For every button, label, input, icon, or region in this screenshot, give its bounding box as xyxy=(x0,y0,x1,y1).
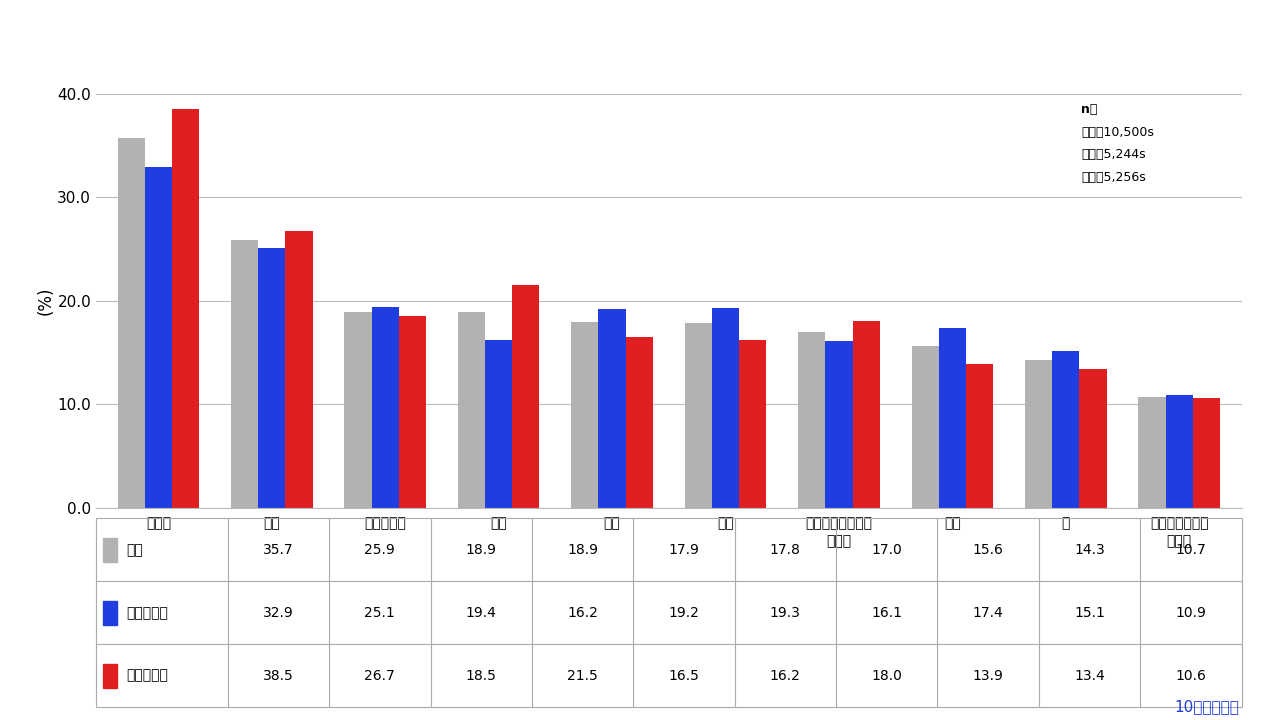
Text: 13.4: 13.4 xyxy=(1074,669,1105,683)
Bar xyxy=(739,340,767,508)
Bar xyxy=(399,316,426,508)
Bar xyxy=(458,312,485,508)
Text: 17.4: 17.4 xyxy=(973,606,1004,620)
Text: 15.6: 15.6 xyxy=(973,543,1004,557)
Text: 19.4: 19.4 xyxy=(466,606,497,620)
Bar xyxy=(102,538,116,562)
Text: 16.1: 16.1 xyxy=(872,606,902,620)
Bar xyxy=(571,323,599,508)
Bar xyxy=(371,307,399,508)
Text: 15.1: 15.1 xyxy=(1074,606,1105,620)
Text: 32.9: 32.9 xyxy=(264,606,294,620)
Text: 男性（計）: 男性（計） xyxy=(125,606,168,620)
Text: 全体：10,500s: 全体：10,500s xyxy=(1080,126,1153,139)
Text: 男性：5,244s: 男性：5,244s xyxy=(1080,148,1146,161)
Bar xyxy=(626,337,653,508)
Text: 女性：5,256s: 女性：5,256s xyxy=(1080,171,1146,184)
Text: 10.7: 10.7 xyxy=(1175,543,1206,557)
Text: 19.2: 19.2 xyxy=(668,606,699,620)
Bar xyxy=(599,309,626,508)
Bar xyxy=(685,323,712,508)
Bar xyxy=(966,364,993,508)
Bar xyxy=(102,664,116,688)
Bar xyxy=(118,138,145,508)
Text: 女性（計）: 女性（計） xyxy=(125,669,168,683)
Bar xyxy=(1052,351,1079,508)
Text: 18.0: 18.0 xyxy=(872,669,902,683)
Text: 19.3: 19.3 xyxy=(771,606,801,620)
Bar xyxy=(259,248,285,508)
Text: 17.8: 17.8 xyxy=(771,543,801,557)
Text: 10.6: 10.6 xyxy=(1175,669,1206,683)
Y-axis label: (%): (%) xyxy=(37,287,55,315)
Text: 全体: 全体 xyxy=(125,543,142,557)
Bar xyxy=(1138,397,1166,508)
Text: 18.5: 18.5 xyxy=(466,669,497,683)
Text: 38.5: 38.5 xyxy=(264,669,294,683)
Bar xyxy=(911,346,938,508)
Bar xyxy=(712,308,739,508)
Text: 16.2: 16.2 xyxy=(771,669,801,683)
Text: 14.3: 14.3 xyxy=(1074,543,1105,557)
Bar xyxy=(938,328,966,508)
Text: 17.0: 17.0 xyxy=(872,543,902,557)
Text: 17.9: 17.9 xyxy=(668,543,699,557)
Text: 16.5: 16.5 xyxy=(668,669,699,683)
Text: 10.9: 10.9 xyxy=(1175,606,1206,620)
Bar xyxy=(485,340,512,508)
Text: n＝: n＝ xyxy=(1080,104,1097,117)
Bar xyxy=(285,231,312,508)
Text: 今後、購入や利用を増やしたい食品について: 今後、購入や利用を増やしたい食品について xyxy=(20,19,488,57)
Bar xyxy=(230,240,259,508)
Bar xyxy=(512,285,539,508)
Text: 10月調査結果: 10月調査結果 xyxy=(1174,699,1239,714)
Text: 13.9: 13.9 xyxy=(973,669,1004,683)
Text: 18.9: 18.9 xyxy=(567,543,598,557)
Bar xyxy=(799,332,826,508)
Bar xyxy=(826,341,852,508)
Bar xyxy=(1193,398,1220,508)
Bar xyxy=(102,600,116,625)
Text: 25.9: 25.9 xyxy=(365,543,396,557)
Bar xyxy=(852,321,879,508)
Bar xyxy=(1166,395,1193,508)
Text: 35.7: 35.7 xyxy=(264,543,293,557)
Bar xyxy=(1025,359,1052,508)
Bar xyxy=(1079,369,1107,508)
Bar xyxy=(172,109,200,508)
Text: 16.2: 16.2 xyxy=(567,606,598,620)
Text: 21.5: 21.5 xyxy=(567,669,598,683)
Text: 25.1: 25.1 xyxy=(365,606,396,620)
Bar xyxy=(344,312,371,508)
Text: 18.9: 18.9 xyxy=(466,543,497,557)
Bar xyxy=(145,167,172,508)
Text: 26.7: 26.7 xyxy=(365,669,396,683)
